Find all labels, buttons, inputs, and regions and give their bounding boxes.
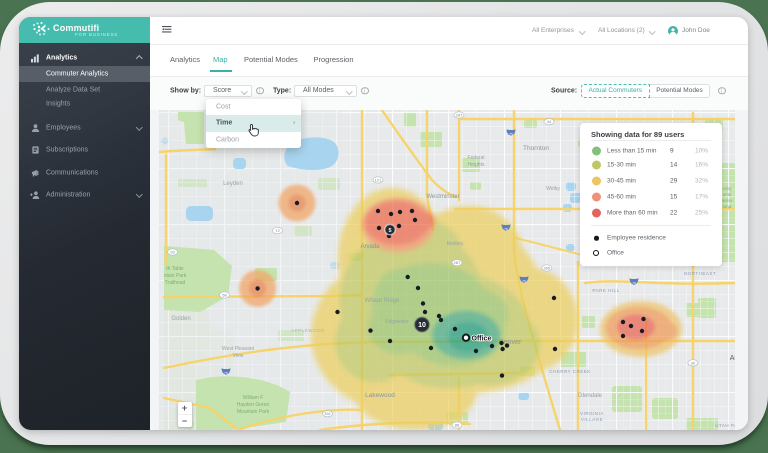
svg-text:sena: sena — [722, 198, 732, 203]
svg-text:72: 72 — [275, 228, 280, 233]
svg-text:5: 5 — [388, 228, 391, 234]
svg-text:70: 70 — [522, 280, 526, 284]
svg-text:391: 391 — [324, 411, 331, 416]
svg-text:ocky: ocky — [722, 186, 732, 191]
svg-text:PARK HILL: PARK HILL — [592, 288, 619, 293]
svg-text:Berkley: Berkley — [447, 241, 464, 247]
svg-text:CHERRY CREEK: CHERRY CREEK — [549, 369, 591, 374]
svg-text:Lakewood: Lakewood — [365, 392, 395, 399]
svg-text:70: 70 — [632, 282, 636, 286]
svg-text:West Pleasant: West Pleasant — [222, 346, 255, 352]
svg-text:70: 70 — [224, 372, 228, 376]
svg-text:76: 76 — [504, 228, 508, 232]
svg-text:Au: Au — [730, 355, 735, 362]
svg-text:Arvada: Arvada — [360, 244, 380, 250]
svg-text:Glendale: Glendale — [578, 393, 603, 399]
svg-text:Leyden: Leyden — [223, 181, 243, 187]
svg-text:Heights: Heights — [468, 162, 485, 168]
svg-text:88: 88 — [455, 423, 460, 428]
svg-text:Mountain Park: Mountain Park — [237, 409, 270, 415]
svg-text:Wheat Ridge: Wheat Ridge — [365, 298, 400, 304]
svg-text:View: View — [233, 353, 244, 359]
svg-text:Denver: Denver — [499, 339, 522, 346]
svg-text:30: 30 — [691, 360, 696, 365]
svg-text:VIRGINIA: VIRGINIA — [580, 411, 604, 416]
svg-text:58: 58 — [222, 293, 227, 298]
svg-text:Thornton: Thornton — [523, 145, 549, 152]
svg-text:265: 265 — [543, 266, 550, 271]
svg-text:Edgewater: Edgewater — [385, 319, 409, 325]
svg-text:VILLAGE: VILLAGE — [581, 417, 603, 422]
svg-text:iona: iona — [723, 204, 732, 209]
svg-text:Golden: Golden — [171, 316, 190, 322]
svg-text:NORTHEAST: NORTHEAST — [684, 271, 716, 276]
svg-text:APPLEWOOD: APPLEWOOD — [291, 328, 325, 333]
svg-text:287: 287 — [456, 113, 463, 118]
svg-text:th Table: th Table — [166, 266, 184, 272]
svg-text:ntain Park: ntain Park — [164, 273, 187, 279]
svg-text:Hayden Green: Hayden Green — [237, 402, 270, 408]
svg-text:93: 93 — [170, 250, 175, 255]
svg-text:Office: Office — [472, 336, 492, 343]
svg-text:25: 25 — [509, 133, 513, 137]
svg-text:121: 121 — [375, 178, 382, 183]
svg-text:William F: William F — [243, 395, 264, 401]
svg-text:UTAH PARK: UTAH PARK — [715, 423, 735, 428]
svg-text:44: 44 — [547, 119, 552, 124]
svg-text:Westminster: Westminster — [426, 194, 459, 200]
svg-text:unta: unta — [723, 192, 732, 197]
svg-text:Trailhead: Trailhead — [165, 280, 186, 286]
svg-text:10: 10 — [418, 322, 426, 329]
svg-text:Welby: Welby — [546, 186, 560, 192]
svg-text:287: 287 — [454, 260, 461, 265]
svg-text:Federal: Federal — [468, 155, 485, 161]
